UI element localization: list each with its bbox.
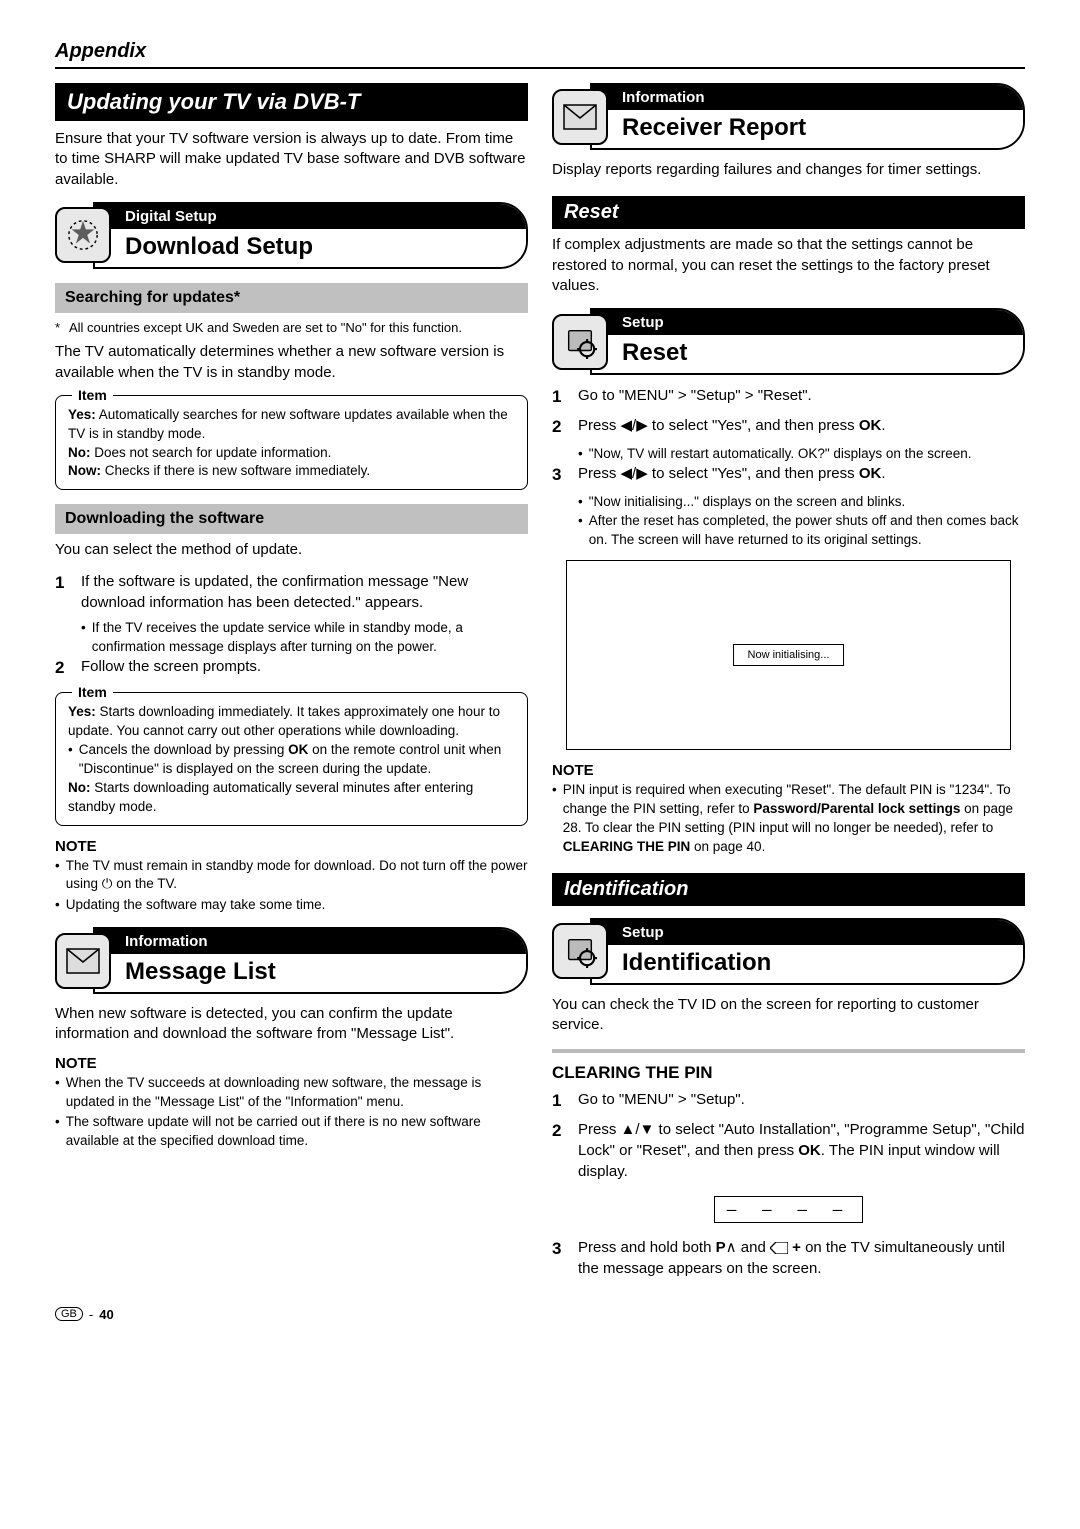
reset-step-3: 3Press ◀/▶ to select "Yes", and then pre…	[552, 463, 1025, 487]
recv-body: Display reports regarding failures and c…	[552, 160, 1025, 180]
item-box-1: Item Yes: Automatically searches for new…	[55, 395, 528, 491]
message-list-pill: Information Message List	[55, 927, 528, 994]
appendix-header: Appendix	[55, 40, 1025, 69]
setup-gear-icon	[552, 314, 608, 370]
searching-body: The TV automatically determines whether …	[55, 342, 528, 383]
reset-head: Reset	[552, 196, 1025, 229]
searching-updates-head: Searching for updates*	[55, 283, 528, 313]
pill-top-label: Information	[592, 85, 1023, 110]
note-2-head: NOTE	[55, 1055, 528, 1072]
dl-step-1: 1If the software is updated, the confirm…	[55, 571, 528, 613]
pill-bottom-label: Message List	[95, 954, 526, 992]
envelope-icon	[55, 933, 111, 989]
downloading-intro: You can select the method of update.	[55, 540, 528, 560]
pill-top-label: Digital Setup	[95, 204, 526, 229]
clear-step-1: 1Go to "MENU" > "Setup".	[552, 1089, 1025, 1113]
envelope-icon	[552, 89, 608, 145]
init-message: Now initialising...	[733, 644, 845, 666]
pill-top-label: Setup	[592, 310, 1023, 335]
updating-intro: Ensure that your TV software version is …	[55, 129, 528, 190]
dl-step-2: 2Follow the screen prompts.	[55, 656, 528, 680]
screen-mockup: Now initialising...	[566, 560, 1011, 750]
reset-step-3-sub1: "Now initialising..." displays on the sc…	[578, 493, 1025, 512]
reset-step-2: 2Press ◀/▶ to select "Yes", and then pre…	[552, 415, 1025, 439]
reset-pill: Setup Reset	[552, 308, 1025, 375]
setup-gear-icon	[552, 923, 608, 979]
reset-step-1: 1Go to "MENU" > "Setup" > "Reset".	[552, 385, 1025, 409]
page-number: 40	[99, 1307, 113, 1322]
pill-top-label: Information	[95, 929, 526, 954]
reset-step-2-sub: "Now, TV will restart automatically. OK?…	[578, 445, 1025, 464]
ident-body: You can check the TV ID on the screen fo…	[552, 995, 1025, 1036]
pill-top-label: Setup	[592, 920, 1023, 945]
searching-note: * All countries except UK and Sweden are…	[55, 319, 528, 337]
right-column: Information Receiver Report Display repo…	[552, 83, 1025, 1285]
dl-step-1-sub: If the TV receives the update service wh…	[81, 619, 528, 657]
note-1-list: The TV must remain in standby mode for d…	[55, 857, 528, 916]
identification-pill: Setup Identification	[552, 918, 1025, 985]
clear-step-3: 3Press and hold both P∧ and + on the TV …	[552, 1237, 1025, 1279]
note-3-head: NOTE	[552, 762, 1025, 779]
gb-badge: GB	[55, 1307, 83, 1321]
pill-bottom-label: Identification	[592, 945, 1023, 983]
section-divider	[552, 1049, 1025, 1053]
identification-head: Identification	[552, 873, 1025, 906]
left-column: Updating your TV via DVB-T Ensure that y…	[55, 83, 528, 1285]
page-footer: GB - 40	[55, 1307, 1025, 1322]
reset-step-3-sub2: After the reset has completed, the power…	[578, 512, 1025, 550]
pin-input-mock: – – – –	[552, 1188, 1025, 1231]
clearing-pin-head: CLEARING THE PIN	[552, 1063, 1025, 1083]
pill-bottom-label: Reset	[592, 335, 1023, 373]
pin-box: – – – –	[714, 1196, 863, 1223]
msg-body: When new software is detected, you can c…	[55, 1004, 528, 1045]
updating-title: Updating your TV via DVB-T	[55, 83, 528, 121]
item-box-2: Item Yes: Starts downloading immediately…	[55, 692, 528, 825]
digital-setup-icon	[55, 207, 111, 263]
clear-step-2: 2Press ▲/▼ to select "Auto Installation"…	[552, 1119, 1025, 1182]
receiver-report-pill: Information Receiver Report	[552, 83, 1025, 150]
reset-body: If complex adjustments are made so that …	[552, 235, 1025, 296]
note-2-list: When the TV succeeds at downloading new …	[55, 1074, 528, 1152]
item-box-2-label: Item	[72, 683, 113, 703]
pill-bottom-label: Download Setup	[95, 229, 526, 267]
note-3-list: PIN input is required when executing "Re…	[552, 781, 1025, 857]
note-1-head: NOTE	[55, 838, 528, 855]
downloading-head: Downloading the software	[55, 504, 528, 534]
pill-bottom-label: Receiver Report	[592, 110, 1023, 148]
download-setup-pill: Digital Setup Download Setup	[55, 202, 528, 269]
item-box-1-label: Item	[72, 386, 113, 406]
